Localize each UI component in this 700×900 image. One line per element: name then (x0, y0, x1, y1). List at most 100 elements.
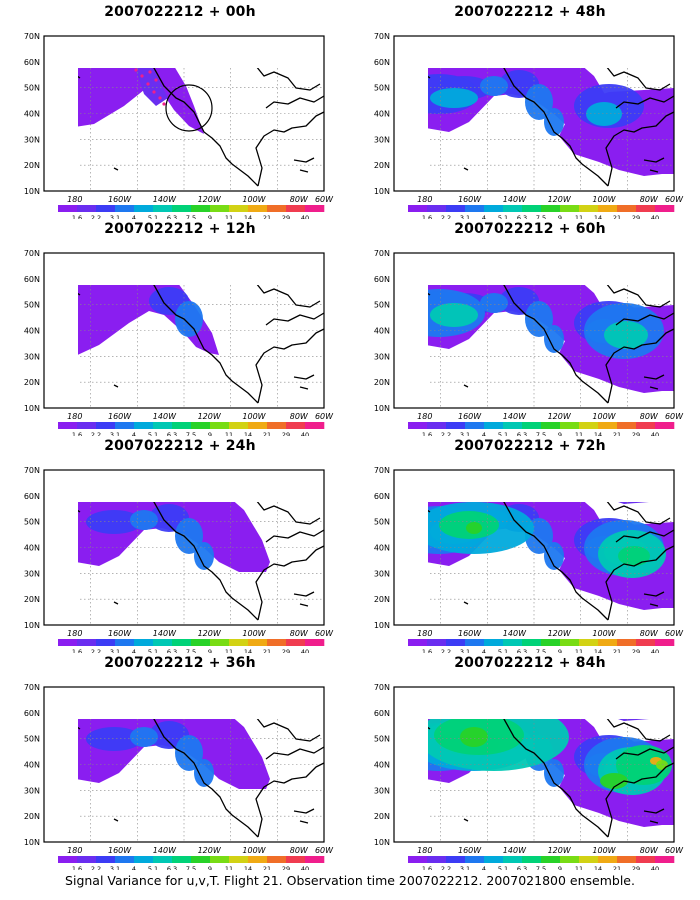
coastline (463, 808, 665, 824)
longitude-tick-label: 100W (242, 629, 266, 638)
colorbar-swatch (579, 856, 599, 863)
latitude-tick-label: 30N (374, 569, 390, 578)
longitude-tick-label: 120W (198, 412, 222, 421)
observation-point (162, 102, 166, 106)
coastline (113, 591, 315, 607)
colorbar-swatch (248, 856, 268, 863)
colorbar-label: 29 (282, 214, 290, 219)
colorbar-swatch (503, 639, 523, 646)
colorbar-swatch (541, 205, 561, 212)
colorbar-label: 11 (575, 648, 583, 653)
coastline (463, 591, 665, 607)
colorbar-label: 1.6 (72, 214, 82, 219)
colorbar-swatch (560, 639, 580, 646)
latitude-tick-label: 40N (374, 544, 390, 553)
colorbar-label: 2.2 (91, 214, 101, 219)
coastline (615, 746, 674, 760)
latitude-tick-label: 50N (24, 84, 40, 93)
latitude-tick-label: 50N (374, 301, 390, 310)
colorbar-label: 4 (132, 214, 136, 219)
colorbar-swatch (503, 856, 523, 863)
coastline (615, 95, 674, 109)
colorbar-swatch (617, 639, 637, 646)
longitude-tick-label: 80W (290, 629, 309, 638)
colorbar-label: 2.2 (441, 431, 451, 436)
latitude-tick-label: 70N (374, 32, 390, 41)
coastline (606, 719, 671, 742)
colorbar-label: 3.1 (110, 214, 120, 219)
colorbar-swatch (408, 205, 428, 212)
observation-point (146, 82, 150, 86)
colorbar-swatch (134, 639, 154, 646)
longitude-tick-label: 100W (592, 195, 616, 204)
longitude-tick-label: 80W (290, 195, 309, 204)
colorbar-swatch (598, 422, 618, 429)
variance-contour (194, 542, 214, 570)
colorbar-label: 40 (651, 648, 659, 653)
latitude-tick-label: 60N (374, 58, 390, 67)
coastline (113, 808, 315, 824)
colorbar-label: 4 (482, 865, 486, 870)
colorbar-label: 1.6 (72, 431, 82, 436)
variance-contour (430, 303, 478, 327)
colorbar-swatch (96, 639, 116, 646)
longitude-tick-label: 60W (665, 412, 684, 421)
colorbar-swatch (522, 422, 542, 429)
coastline (624, 480, 644, 490)
colorbar-swatch (286, 205, 306, 212)
colorbar-label: 21 (263, 865, 271, 870)
longitude-tick-label: 80W (640, 846, 659, 855)
coastline (265, 746, 324, 760)
colorbar-label: 21 (263, 214, 271, 219)
latitude-tick-label: 70N (24, 32, 40, 41)
colorbar-swatch (96, 856, 116, 863)
latitude-tick-label: 60N (24, 58, 40, 67)
colorbar-label: 29 (282, 648, 290, 653)
observation-point (138, 64, 141, 67)
longitude-tick-label: 100W (242, 412, 266, 421)
latitude-tick-label: 60N (374, 709, 390, 718)
colorbar-swatch (286, 856, 306, 863)
latitude-tick-label: 30N (24, 786, 40, 795)
colorbar-swatch (267, 639, 287, 646)
colorbar-label: 6.3 (167, 431, 177, 436)
colorbar-label: 7.5 (536, 431, 546, 436)
longitude-tick-label: 180 (67, 629, 82, 638)
colorbar-swatch (636, 422, 656, 429)
latitude-tick-label: 20N (24, 161, 40, 170)
variance-contour (544, 759, 564, 787)
colorbar-label: 6.3 (167, 214, 177, 219)
colorbar-swatch (96, 205, 116, 212)
colorbar-swatch (541, 422, 561, 429)
longitude-tick-label: 140W (153, 195, 177, 204)
coastline (255, 328, 324, 404)
colorbar-label: 14 (244, 214, 252, 219)
longitude-tick-label: 140W (503, 629, 527, 638)
longitude-tick-label: 60W (315, 412, 334, 421)
variance-contour (586, 102, 622, 126)
colorbar-swatch (77, 856, 97, 863)
latitude-tick-label: 60N (24, 492, 40, 501)
variance-contour (618, 546, 650, 566)
colorbar-label: 9 (558, 865, 562, 870)
variance-contour (175, 735, 203, 771)
colorbar-label: 11 (225, 214, 233, 219)
colorbar-label: 1.6 (422, 214, 432, 219)
colorbar-label: 2.2 (441, 214, 451, 219)
variance-contour (480, 76, 508, 96)
colorbar-label: 21 (613, 648, 621, 653)
colorbar-label: 14 (244, 431, 252, 436)
variance-contour (194, 759, 214, 787)
forecast-panel: 2007022212 + 60h 70N 60N 50N 40N 30N 20N 10N 180… (360, 221, 700, 436)
colorbar-label: 4 (482, 214, 486, 219)
colorbar-swatch (58, 639, 78, 646)
latitude-tick-label: 30N (24, 135, 40, 144)
colorbar-label: 1.6 (422, 431, 432, 436)
longitude-tick-label: 140W (153, 629, 177, 638)
forecast-panel: 2007022212 + 12h 70N 60N 50N 40N 30N 20N 10N 180… (10, 221, 350, 436)
colorbar-swatch (427, 639, 447, 646)
longitude-tick-label: 160W (108, 846, 132, 855)
colorbar-swatch (229, 639, 249, 646)
longitude-tick-label: 60W (315, 629, 334, 638)
longitude-tick-label: 80W (640, 629, 659, 638)
